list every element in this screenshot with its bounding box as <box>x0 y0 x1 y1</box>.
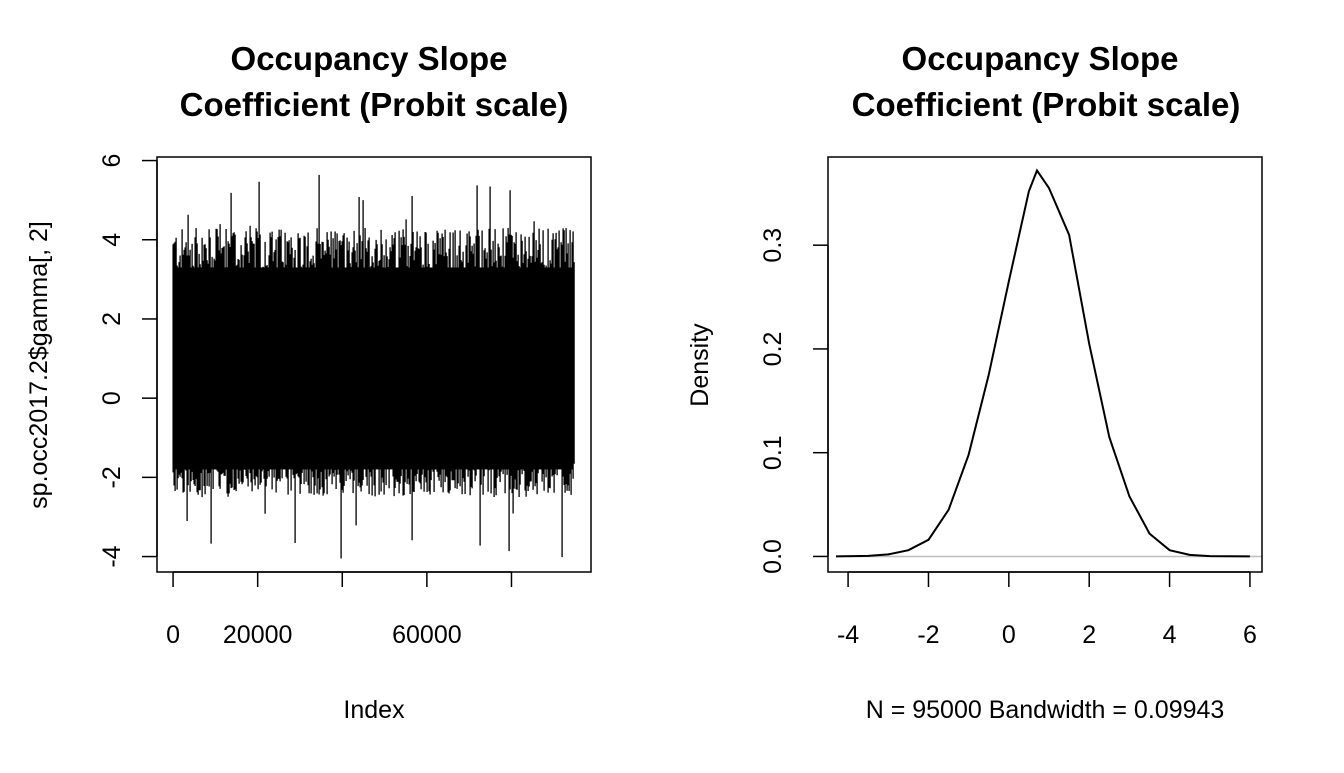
density-y-tick-label: 0.1 <box>759 435 787 470</box>
trace-y-label: sp.occ2017.2$gamma[, 2] <box>25 221 53 509</box>
density-title-line-1: Occupancy Slope <box>902 40 1179 77</box>
trace-x-label: Index <box>343 696 405 724</box>
density-y-axis: 0.0 0.1 0.2 0.3 <box>759 228 829 574</box>
density-x-label: N = 95000 Bandwidth = 0.09943 <box>866 696 1225 724</box>
density-y-tick-label: 0.3 <box>759 228 787 263</box>
density-y-tick-label: 0.0 <box>759 539 787 574</box>
density-x-tick-label: 6 <box>1243 621 1257 649</box>
density-x-axis: -4 -2 0 2 4 6 <box>837 571 1257 649</box>
trace-y-tick-label: -2 <box>98 466 126 488</box>
trace-x-tick-label: 60000 <box>392 621 462 649</box>
density-x-tick-label: -4 <box>837 621 859 649</box>
density-title-line-2: Coefficient (Probit scale) <box>852 86 1241 123</box>
trace-y-axis: -4 -2 0 2 4 6 <box>98 154 158 568</box>
density-curve <box>835 168 1250 558</box>
trace-series <box>172 174 575 559</box>
density-plot-box <box>827 156 1263 573</box>
trace-title-line-2: Coefficient (Probit scale) <box>180 86 569 123</box>
density-x-tick-label: -2 <box>917 621 939 649</box>
trace-panel: Occupancy Slope Coefficient (Probit scal… <box>25 40 592 724</box>
trace-y-tick-label: 6 <box>98 154 126 168</box>
density-y-label: Density <box>686 323 714 407</box>
density-x-tick-label: 4 <box>1163 621 1177 649</box>
trace-y-tick-label: -4 <box>98 545 126 567</box>
density-y-tick-label: 0.2 <box>759 332 787 367</box>
density-x-tick-label: 0 <box>1002 621 1016 649</box>
trace-y-tick-label: 2 <box>98 312 126 326</box>
trace-y-tick-label: 4 <box>98 233 126 247</box>
trace-x-tick-label: 0 <box>166 621 180 649</box>
trace-dense-band <box>175 267 573 470</box>
trace-x-axis: 0 20000 60000 <box>166 571 513 649</box>
trace-y-tick-label: 0 <box>98 391 126 405</box>
density-x-tick-label: 2 <box>1082 621 1096 649</box>
density-panel: Occupancy Slope Coefficient (Probit scal… <box>686 40 1263 724</box>
trace-x-tick-label: 20000 <box>223 621 293 649</box>
trace-title-line-1: Occupancy Slope <box>231 40 508 77</box>
